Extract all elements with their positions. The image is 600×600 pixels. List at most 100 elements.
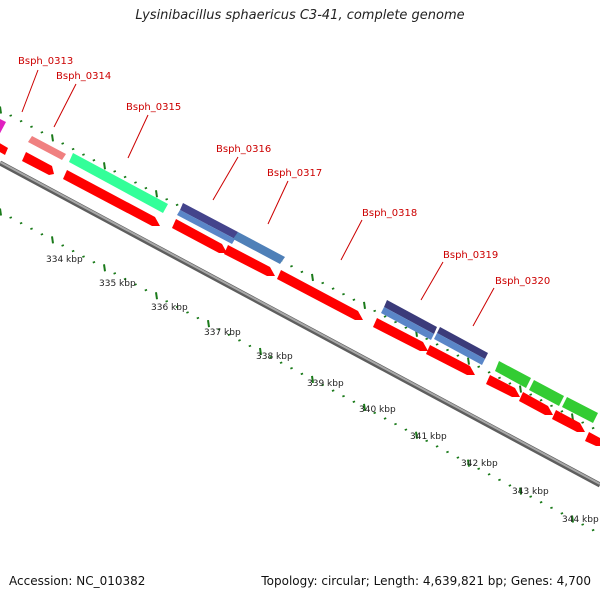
scale-dotted-track <box>0 208 595 532</box>
scale-label: 341 kbp <box>410 432 447 442</box>
track-tick <box>51 134 54 142</box>
track-dot <box>477 365 481 368</box>
track-dot <box>342 292 345 296</box>
track-dot <box>61 142 65 145</box>
track-dot <box>550 506 553 510</box>
track-dot <box>238 339 241 342</box>
label-leaders <box>21 69 495 327</box>
track-dot <box>134 283 137 286</box>
track-tick <box>155 292 158 300</box>
cds-arrow <box>63 170 160 226</box>
track-dot <box>227 333 231 337</box>
feature-green-2 <box>529 380 564 406</box>
track-dot <box>175 203 179 207</box>
track-tick <box>363 301 366 309</box>
track-dot <box>92 159 96 162</box>
gene-label: Bsph_0314 <box>56 71 111 82</box>
track-tick <box>519 487 522 495</box>
track-dot <box>61 244 65 247</box>
track-dot <box>508 484 512 487</box>
feature-bsph0316-blue <box>177 210 235 244</box>
track-dot <box>144 186 148 190</box>
track-dot <box>19 221 23 225</box>
track-dot <box>508 382 512 385</box>
track-dot <box>321 383 325 387</box>
track-dot <box>529 393 533 396</box>
track-tick <box>0 208 2 216</box>
feature-bsph0319-navy <box>384 300 437 334</box>
track-dot <box>9 114 13 117</box>
track-tick <box>467 459 470 467</box>
track-tick <box>259 347 262 356</box>
track-dot <box>82 153 85 156</box>
track-dot <box>290 265 293 268</box>
track-dot <box>279 361 283 364</box>
track-tick <box>51 236 54 244</box>
track-dot <box>404 326 408 329</box>
track-dot <box>165 198 169 201</box>
feature-bsph0315-green <box>69 153 168 213</box>
track-dot <box>186 311 189 314</box>
track-dot <box>404 428 408 431</box>
cds-arrow <box>486 375 520 397</box>
track-dot <box>383 315 387 318</box>
cds-arrow <box>224 245 275 276</box>
track-dot <box>248 344 252 348</box>
track-dot <box>487 371 491 374</box>
track-dot <box>19 119 23 123</box>
upper-dotted-track <box>0 106 595 430</box>
track-dot <box>92 261 96 264</box>
track-dot <box>175 305 179 309</box>
track-dot <box>477 467 481 470</box>
track-dot <box>373 309 377 313</box>
feature-bsph0320-blue <box>434 333 485 365</box>
track-dot <box>9 216 13 219</box>
track-dot <box>373 411 377 415</box>
cds-arrow <box>277 270 363 320</box>
track-dot <box>30 125 33 128</box>
track-tick <box>467 357 470 365</box>
accession-text: Accession: NC_010382 <box>9 574 146 588</box>
track-dot <box>342 394 345 398</box>
track-dot <box>290 367 293 370</box>
track-dot <box>331 287 335 290</box>
track-dot <box>144 288 148 292</box>
cds-arrow <box>0 143 8 155</box>
gene-label: Bsph_0317 <box>267 168 322 179</box>
track-dot <box>487 473 491 476</box>
track-tick <box>207 319 210 328</box>
track-dot <box>456 456 460 459</box>
track-tick <box>103 162 106 170</box>
scale-label: 337 kbp <box>204 328 241 338</box>
scale-label: 340 kbp <box>359 405 396 415</box>
track-dot <box>71 147 75 151</box>
track-dot <box>269 355 273 359</box>
track-dot <box>435 343 439 346</box>
track-dot <box>425 337 429 341</box>
scale-label: 334 kbp <box>46 255 83 265</box>
scale-label: 335 kbp <box>99 279 136 289</box>
feature-bsph0317-blue <box>233 232 285 264</box>
feature-green-3 <box>562 397 598 423</box>
track-dot <box>352 298 356 301</box>
track-dot <box>165 300 169 303</box>
track-dot <box>446 348 449 352</box>
track-tick <box>415 431 418 439</box>
scale-label: 336 kbp <box>151 303 188 313</box>
track-dot <box>539 399 543 402</box>
feature-magenta <box>0 119 6 134</box>
track-dot <box>300 270 304 274</box>
track-tick <box>311 375 314 384</box>
track-dot <box>529 495 533 498</box>
scale-label: 338 kbp <box>256 352 293 362</box>
scale-label: 343 kbp <box>512 487 549 497</box>
gene-label: Bsph_0315 <box>126 102 181 113</box>
track-tick <box>0 106 2 114</box>
track-dot <box>321 281 325 285</box>
track-dot <box>581 421 585 424</box>
gene-label: Bsph_0316 <box>216 144 271 155</box>
track-dot <box>71 249 75 253</box>
track-dot <box>82 255 85 258</box>
track-dot <box>30 227 33 230</box>
